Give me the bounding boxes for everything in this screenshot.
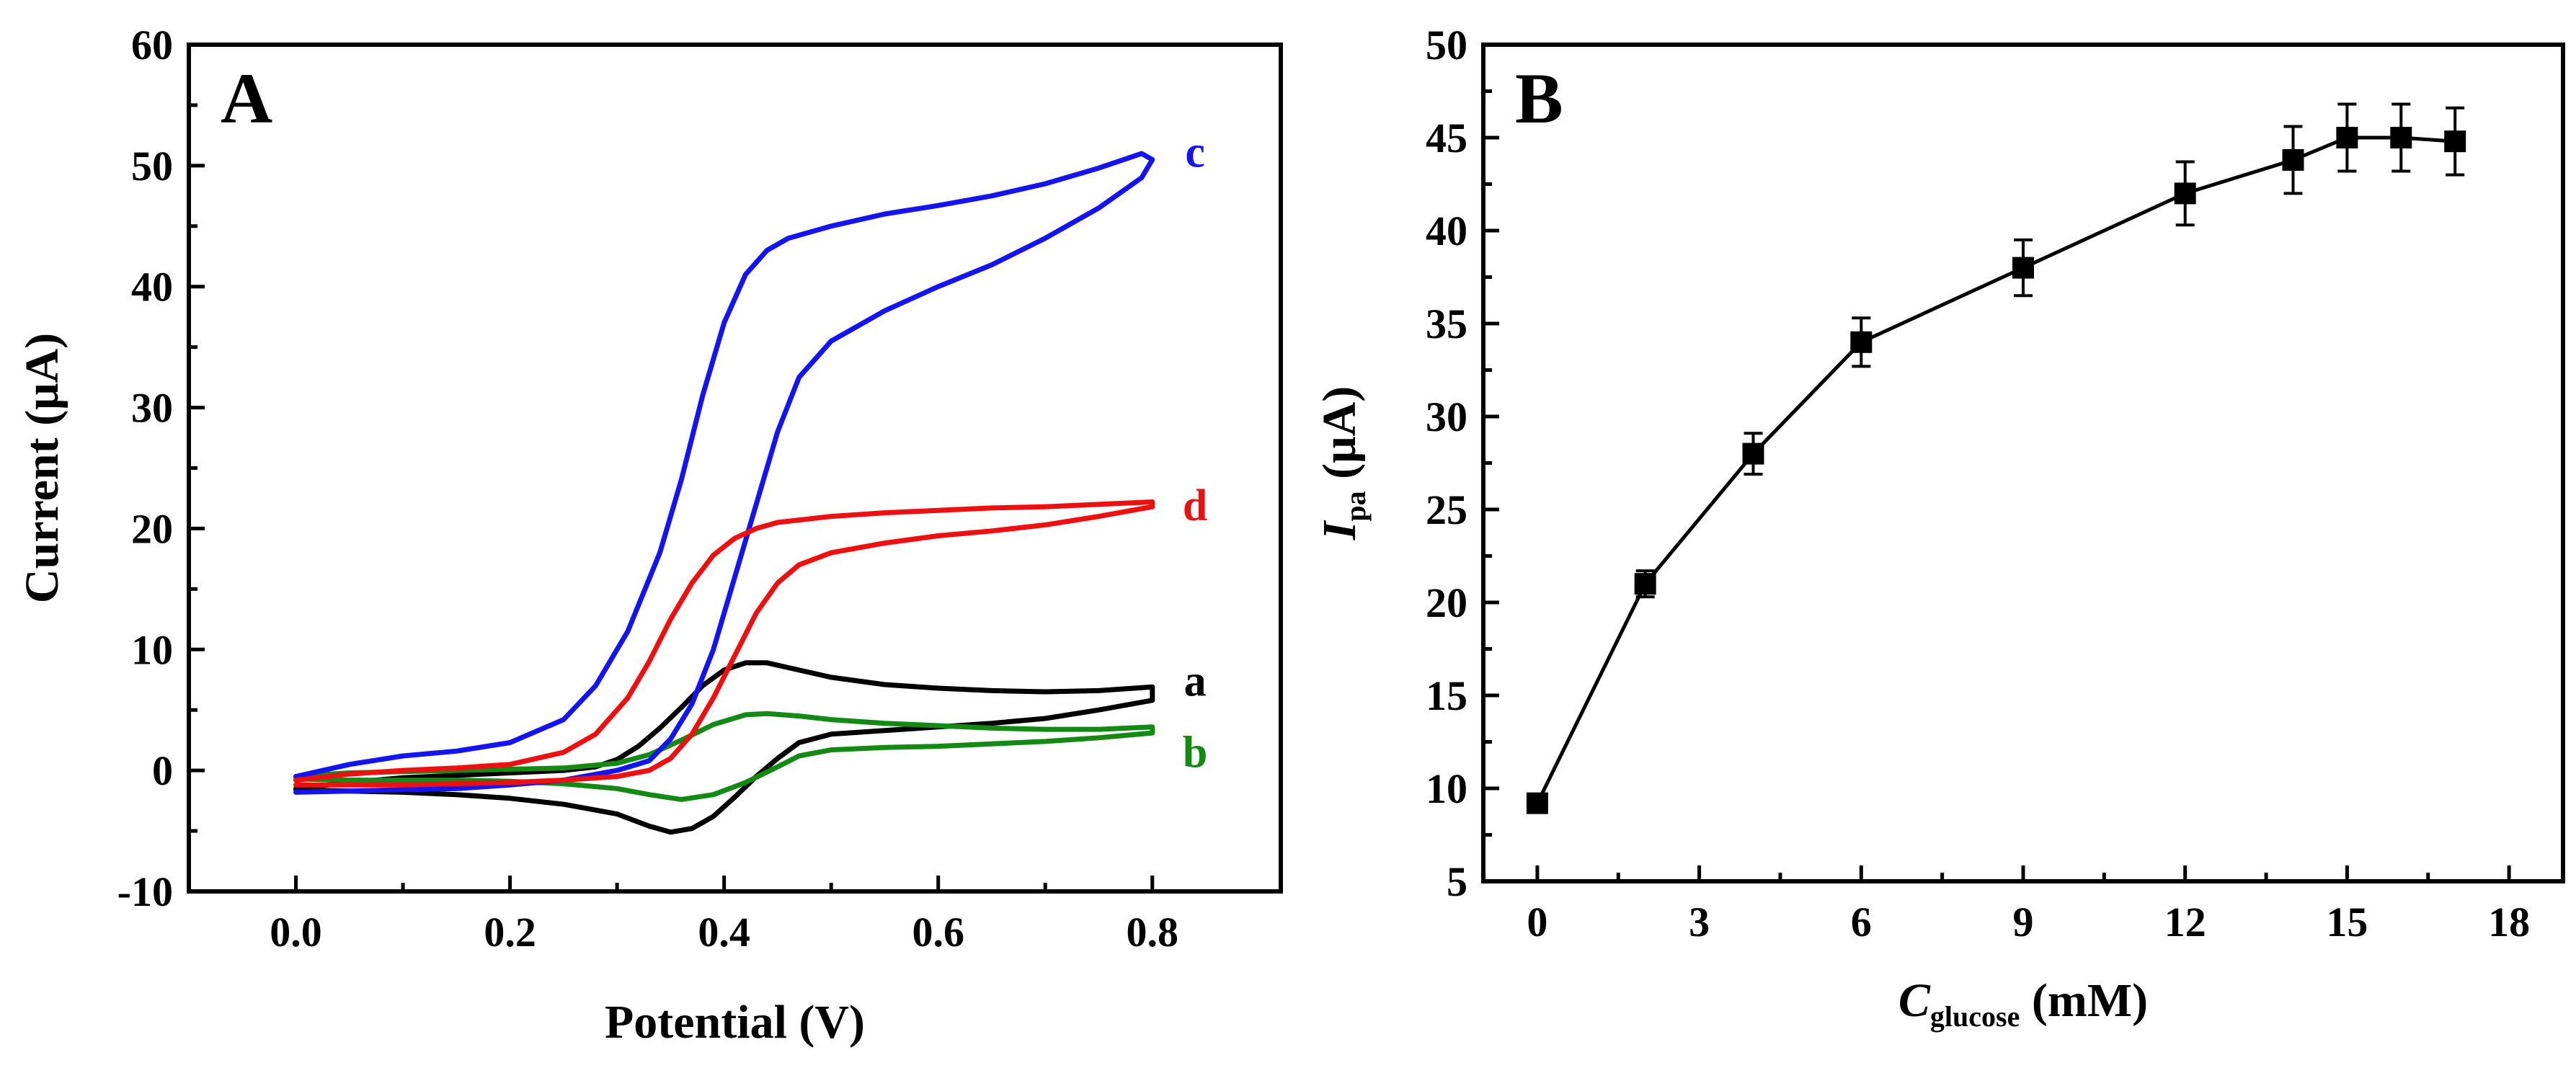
x-tick-label: 18 xyxy=(2488,899,2530,945)
panel-b-y-axis-unit: (μA) xyxy=(1313,386,1366,491)
y-tick-label: 60 xyxy=(131,22,173,68)
data-point xyxy=(1742,442,1764,465)
cv-curves xyxy=(293,151,1155,835)
x-tick-label: 12 xyxy=(2164,899,2206,945)
data-point xyxy=(2336,127,2358,148)
calibration-series xyxy=(1526,102,2466,814)
y-tick-label: 20 xyxy=(131,505,173,552)
y-tick-label: 10 xyxy=(1426,765,1467,812)
y-tick-label: 35 xyxy=(1426,300,1467,347)
curve-label-d: d xyxy=(1183,481,1207,530)
cv-curve-c xyxy=(293,151,1155,795)
y-tick-label: 0 xyxy=(152,747,173,794)
x-tick-label: 0.2 xyxy=(484,909,536,956)
panel-b-y-axis-title: Ipa (μA) xyxy=(1313,386,1372,540)
y-tick-label: 30 xyxy=(131,385,173,432)
y-tick-label: 30 xyxy=(1426,393,1467,440)
x-tick-label: 0.6 xyxy=(912,909,964,956)
x-tick-label: 0 xyxy=(1527,899,1547,945)
data-point xyxy=(2012,257,2034,279)
calibration-line xyxy=(1535,135,2456,804)
data-point xyxy=(2282,148,2304,171)
panel-a-y-axis-title: Current (μA) xyxy=(16,333,68,603)
y-tick-label: 45 xyxy=(1426,115,1467,161)
panel-b: 0 3 6 9 12 15 18 5 10 15 20 25 30 35 40 45 50 B Cglucose… xyxy=(1313,22,2565,1033)
curve-label-b: b xyxy=(1183,728,1207,777)
y-tick-label: 40 xyxy=(1426,208,1467,254)
x-tick-label: 0.0 xyxy=(270,909,322,956)
cv-curve-a xyxy=(293,660,1155,835)
y-tick-label: 40 xyxy=(131,264,173,311)
panel-b-letter: B xyxy=(1515,58,1563,138)
x-tick-label: 9 xyxy=(2013,899,2034,945)
data-point xyxy=(1634,573,1656,595)
panel-a: 0.0 0.2 0.4 0.6 0.8 -10 0 10 20 30 40 50 60 A Potent… xyxy=(16,22,1283,1048)
panel-b-x-axis-subscript: glucose xyxy=(1930,1000,2020,1033)
curve-labels: c d ab xyxy=(1183,128,1207,778)
panel-b-x-axis-title: Cglucose (mM) xyxy=(1898,974,2148,1033)
panel-b-plot-frame xyxy=(1481,43,2565,883)
data-point xyxy=(1850,331,1873,353)
panel-a-ticks: 0.0 0.2 0.4 0.6 0.8 -10 0 10 20 30 40 50 60 xyxy=(117,22,1178,956)
x-tick-label: 0.4 xyxy=(698,909,750,956)
y-tick-label: 25 xyxy=(1426,486,1467,533)
curve-label-c: c xyxy=(1185,128,1205,177)
y-tick-label: 5 xyxy=(1447,858,1467,905)
x-tick-label: 3 xyxy=(1689,899,1710,945)
y-tick-label: 50 xyxy=(1426,22,1467,68)
panel-b-ticks: 0 3 6 9 12 15 18 5 10 15 20 25 30 35 40 45 50 xyxy=(1426,22,2530,945)
x-tick-label: 15 xyxy=(2326,899,2368,945)
y-tick-label: 50 xyxy=(131,143,173,190)
panel-b-x-axis-symbol: C xyxy=(1898,974,1931,1027)
panel-b-x-axis-unit: (mM) xyxy=(2020,974,2148,1027)
panel-b-y-axis-symbol: I xyxy=(1313,520,1366,540)
x-tick-label: 0.8 xyxy=(1127,909,1179,956)
y-tick-label: -10 xyxy=(117,868,173,915)
x-tick-label: 6 xyxy=(1851,899,1872,945)
curve-label-a: a xyxy=(1184,656,1207,705)
panel-a-x-axis-title: Potential (V) xyxy=(605,996,865,1048)
data-point xyxy=(1526,792,1548,814)
panel-a-plot-frame xyxy=(187,43,1283,894)
panel-b-y-axis-subscript: pa xyxy=(1339,491,1372,521)
data-point xyxy=(2174,182,2196,205)
cv-curve-d xyxy=(293,499,1155,788)
data-point xyxy=(2390,127,2412,148)
y-tick-label: 20 xyxy=(1426,579,1467,626)
panel-a-letter: A xyxy=(221,58,272,138)
data-point xyxy=(2444,130,2466,153)
y-tick-label: 15 xyxy=(1426,672,1467,719)
y-tick-label: 10 xyxy=(131,626,173,673)
cv-curve-b xyxy=(293,711,1155,802)
